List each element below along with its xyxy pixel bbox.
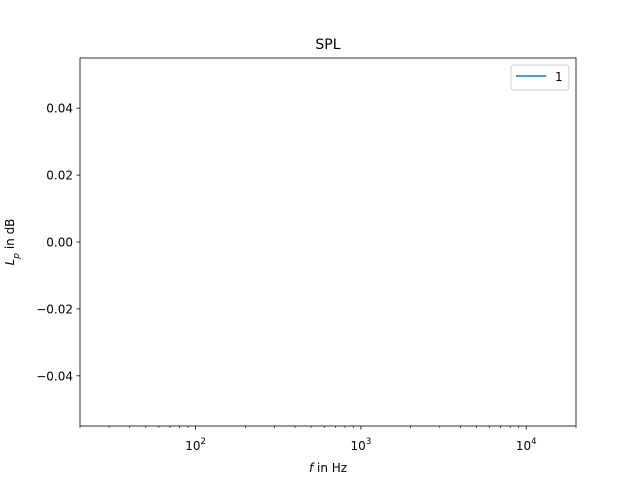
plot-area: 102 103 104 0.04 0.02 0.00 −0.02 −0.04 [36,57,577,453]
y-tick-label: −0.04 [36,369,73,383]
x-tick-label: 102 [185,437,206,453]
x-axis-label: f in Hz [309,461,347,475]
y-tick-label: 0.02 [46,169,73,183]
y-axis-label: Lp in dB [3,219,22,266]
x-tick-label: 104 [516,437,537,453]
legend: 1 [510,64,570,91]
y-tick-label: 0.00 [46,236,73,250]
chart-title: SPL [315,37,340,53]
y-tick-label: −0.02 [36,302,73,316]
legend-label-series-1: 1 [555,70,563,84]
x-tick-label: 103 [351,437,372,453]
axes-frame [79,57,577,427]
legend-frame [510,64,570,91]
y-tick-label: 0.04 [46,102,73,116]
